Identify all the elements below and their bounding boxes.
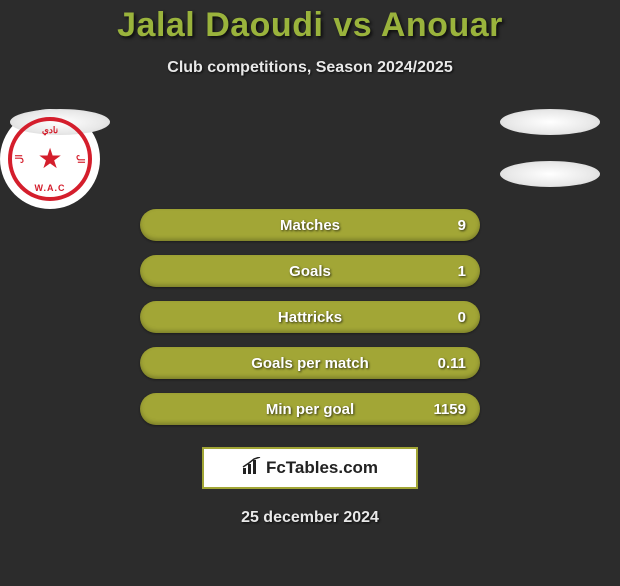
club-star-icon: ★ (37, 145, 62, 173)
club-text-bottom: W.A.C (35, 183, 66, 193)
stat-value: 1159 (433, 401, 466, 418)
subtitle: Club competitions, Season 2024/2025 (0, 59, 620, 77)
main-area: نادي ★ W.A.C ال ال Matches 9 Goals 1 Hat… (0, 109, 620, 527)
stat-value: 9 (458, 217, 466, 234)
badge-player2-placeholder-1 (500, 109, 600, 135)
stats-bars: Matches 9 Goals 1 Hattricks 0 Goals per … (140, 209, 480, 425)
stat-value: 0 (458, 309, 466, 326)
brand-text: FcTables.com (266, 458, 378, 478)
stat-label: Matches (280, 217, 340, 234)
stat-value: 1 (458, 263, 466, 280)
stat-bar-goals-per-match: Goals per match 0.11 (140, 347, 480, 379)
stat-bar-matches: Matches 9 (140, 209, 480, 241)
stat-label: Hattricks (278, 309, 342, 326)
club-text-left: ال (14, 154, 25, 163)
brand-box[interactable]: FcTables.com (202, 447, 418, 489)
stat-label: Goals per match (251, 355, 369, 372)
stat-label: Min per goal (266, 401, 354, 418)
stat-value: 0.11 (438, 355, 466, 372)
stat-bar-min-per-goal: Min per goal 1159 (140, 393, 480, 425)
stat-label: Goals (289, 263, 331, 280)
club-text-top: نادي (42, 125, 58, 136)
date-text: 25 december 2024 (0, 509, 620, 527)
stat-bar-hattricks: Hattricks 0 (140, 301, 480, 333)
bar-chart-icon (242, 457, 262, 480)
page-title: Jalal Daoudi vs Anouar (0, 6, 620, 45)
badge-player2-placeholder-2 (500, 161, 600, 187)
club-text-right: ال (75, 154, 86, 163)
stat-bar-goals: Goals 1 (140, 255, 480, 287)
